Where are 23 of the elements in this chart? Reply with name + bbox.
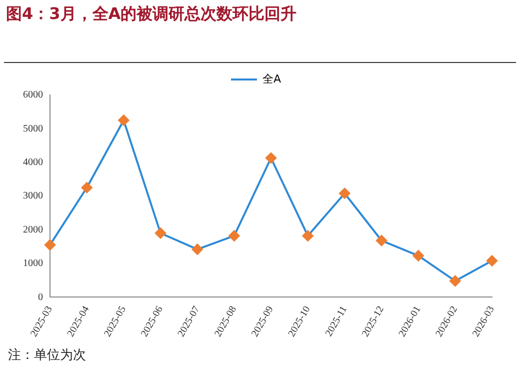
y-tick-label: 4000: [23, 157, 43, 168]
point: [155, 228, 166, 239]
point: [228, 230, 240, 242]
y-tick-label: 5000: [23, 123, 43, 134]
y-tick-label: 2000: [23, 224, 43, 236]
point: [376, 235, 387, 246]
point: [450, 275, 461, 286]
point: [118, 114, 130, 126]
point: [486, 255, 498, 266]
chart-title: 图4：3月，全A的被调研总次数环比回升: [6, 4, 297, 25]
point: [412, 250, 424, 262]
point: [266, 152, 276, 164]
legend-label: 全A: [262, 72, 282, 86]
point: [339, 188, 350, 199]
point: [81, 182, 92, 194]
y-tick-label: 6000: [23, 90, 43, 101]
point: [44, 239, 56, 250]
text: 注：单位为次: [8, 347, 86, 364]
y-tick-label: 3000: [23, 190, 43, 202]
point: [192, 244, 203, 255]
y-tick-label: 0: [38, 292, 43, 303]
point: [302, 230, 314, 242]
y-tick-label: 1000: [23, 258, 43, 270]
